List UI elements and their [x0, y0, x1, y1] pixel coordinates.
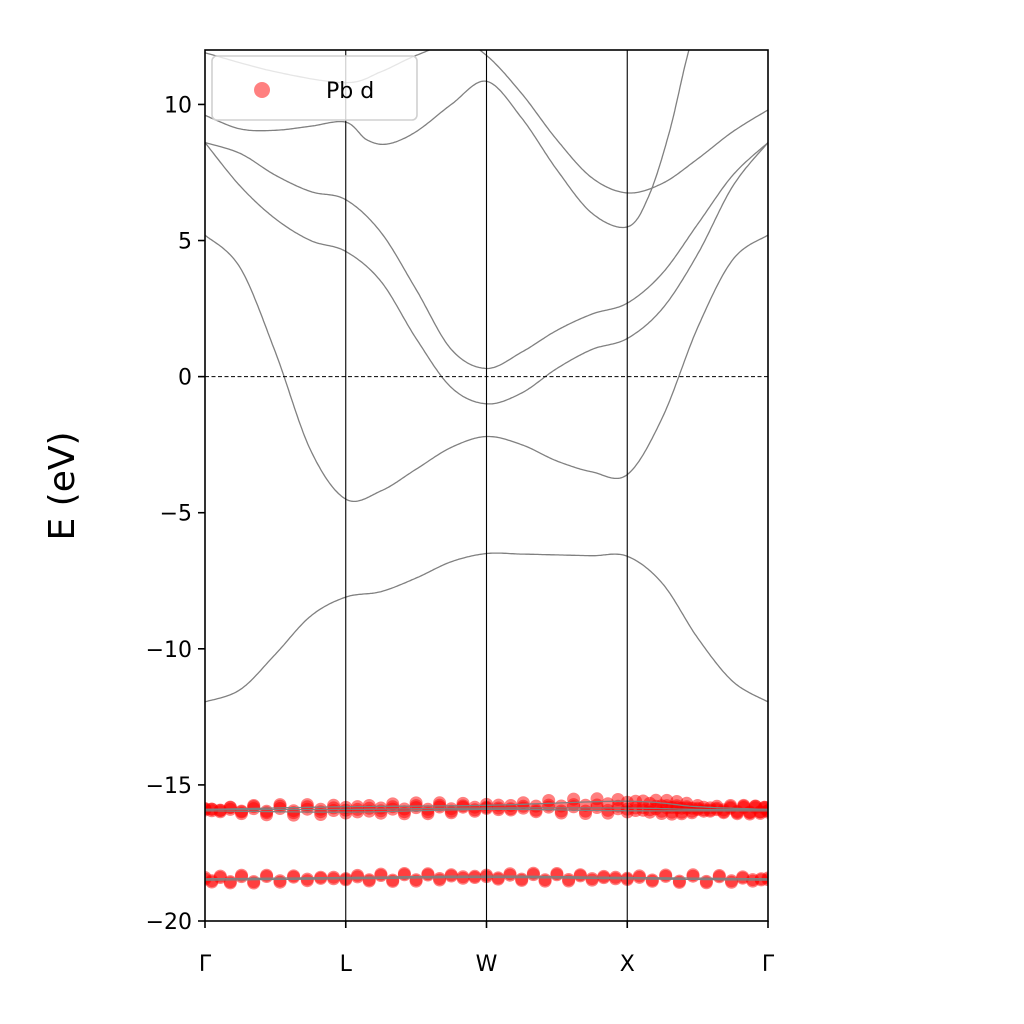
- y-tick-label: 0: [178, 366, 192, 391]
- pb-d-marker: [468, 804, 482, 818]
- x-tick-label: Γ: [762, 952, 775, 977]
- x-tick-label: Γ: [199, 952, 212, 977]
- y-tick-label: −20: [146, 910, 192, 935]
- pb-d-marker: [247, 875, 261, 889]
- pb-d-marker: [597, 869, 611, 883]
- x-tick-label: L: [340, 952, 353, 977]
- band-pb-d-2: [205, 807, 768, 811]
- y-axis: 10 5 0 −5 −10 −15 −20: [146, 93, 205, 935]
- pb-d-marker: [444, 868, 458, 882]
- y-tick-label: 5: [178, 230, 192, 255]
- x-tick-label: X: [620, 952, 635, 977]
- guide-lines: [205, 50, 768, 921]
- pb-d-marker: [409, 873, 423, 887]
- pb-d-marker: [529, 805, 543, 819]
- pb-d-marker: [433, 872, 447, 885]
- pb-d-marker: [362, 873, 376, 887]
- pb-d-marker: [456, 800, 470, 814]
- legend-box: [211, 55, 418, 121]
- pb-d-marker: [235, 807, 248, 821]
- y-tick-label: −5: [160, 502, 192, 527]
- legend: Pb d: [211, 55, 418, 121]
- pb-d-marker: [223, 875, 237, 889]
- pb-d-marker: [287, 869, 301, 883]
- pb-d-marker: [725, 874, 738, 888]
- pb-d-marker: [573, 868, 587, 882]
- pb-d-marker: [601, 806, 615, 820]
- pb-d-marker: [287, 808, 301, 822]
- pb-d-marker: [699, 874, 713, 888]
- pb-d-marker: [409, 801, 423, 815]
- pb-d-marker: [386, 873, 400, 887]
- pb-d-marker: [327, 804, 341, 817]
- pb-d-marker: [645, 873, 659, 887]
- pb-d-marker: [362, 804, 376, 818]
- pb-d-marker: [562, 873, 576, 886]
- pb-d-marker: [503, 867, 517, 881]
- band-pb-d-1: [205, 800, 768, 811]
- pb-d-marker: [260, 808, 274, 822]
- x-tick-label: W: [476, 952, 498, 977]
- pb-d-marker: [672, 874, 686, 888]
- pb-d-marker: [314, 808, 328, 821]
- pb-d-marker: [433, 800, 447, 814]
- pb-d-marker: [273, 874, 287, 888]
- pb-d-marker: [761, 871, 768, 885]
- legend-label-pb-d: Pb d: [326, 79, 374, 104]
- band-pb-d-3: [205, 808, 768, 813]
- pb-d-marker: [374, 806, 388, 820]
- y-axis-label: E (eV): [42, 431, 83, 540]
- y-tick-label: 10: [164, 93, 192, 118]
- pb-d-marker: [515, 872, 529, 886]
- legend-marker-pb-d: [254, 82, 270, 98]
- pb-d-marker: [538, 873, 552, 887]
- y-tick-label: −10: [146, 638, 192, 663]
- pb-d-marker: [351, 868, 364, 882]
- pb-d-marker: [579, 807, 592, 820]
- pb-d-marker: [632, 869, 646, 883]
- y-tick-label: −15: [146, 774, 192, 799]
